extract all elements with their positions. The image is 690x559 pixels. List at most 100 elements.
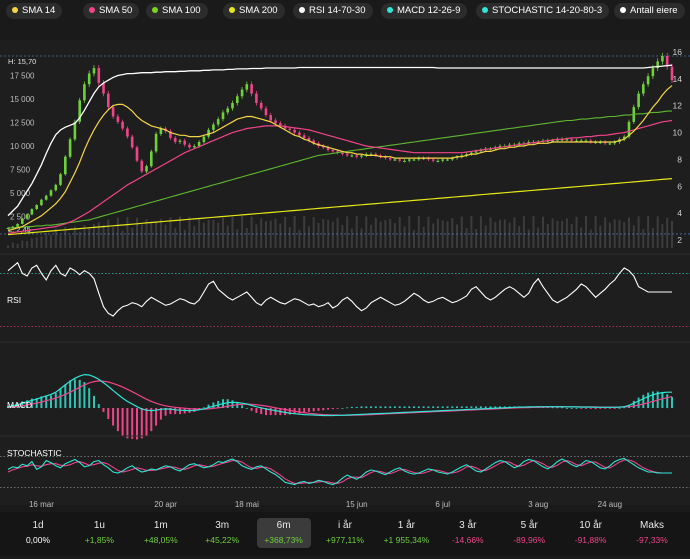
price-candle [446,159,449,161]
price-candle [264,108,268,116]
legend-toggle-sma-100[interactable]: SMA 100 [146,3,208,19]
macd-panel-label: MACD [7,400,32,410]
price-candle [21,218,24,224]
owner-axis-tick: 7 500 [10,166,31,175]
price-candle [551,140,554,142]
owner-volume-bar [479,216,482,248]
macd-histogram-bar [241,405,244,409]
price-candle [479,150,483,152]
owner-volume-bar [179,216,181,248]
price-candle [116,116,120,122]
owner-volume-bar [522,216,525,248]
macd-histogram-bar [288,408,291,415]
owner-volume-bar [284,216,287,248]
macd-histogram-bar [642,394,645,408]
legend-toggle-stochastic-14-20-80-3[interactable]: STOCHASTIC 14-20-80-3 [476,3,610,19]
owner-volume-bar [164,224,167,248]
owner-volume-bar [250,216,253,248]
legend-toggle-sma-200[interactable]: SMA 200 [223,3,285,19]
timeframe-change: 0,00% [25,535,51,545]
timeframe-change: -89,96% [513,535,546,545]
owner-volume-bar [298,229,301,248]
price-candle [627,121,631,137]
timeframe-5år-button[interactable]: 5 år -89,96% [502,518,556,548]
owner-volume-bar [417,216,420,248]
owner-volume-bar [632,225,635,248]
owner-volume-bar [145,219,148,248]
owner-volume-bar [126,217,129,248]
x-axis-date-label: 18 mai [235,500,259,509]
macd-histogram-bar [112,408,115,426]
legend-toggle-macd-12-26-9[interactable]: MACD 12-26-9 [381,3,468,19]
owner-volume-bar [589,229,592,248]
price-candle [374,154,378,156]
macd-histogram-bar [50,395,52,408]
price-candle [584,140,588,142]
timeframe-1m-button[interactable]: 1m +48,05% [134,518,188,548]
price-candle [226,108,229,113]
legend-toggle-sma-50[interactable]: SMA 50 [83,3,140,19]
price-candle [637,93,640,107]
price-candle [331,150,335,152]
timeframe-maks-button[interactable]: Maks -97,33% [625,518,679,548]
macd-histogram-bar [260,408,263,415]
macd-histogram-bar [145,408,148,436]
timeframe-label: 1d [32,520,44,531]
owner-volume-bar [446,221,449,248]
macd-histogram-bar [637,397,640,408]
price-candle [412,159,416,161]
stochastic-panel-label: STOCHASTIC [7,448,62,458]
price-candle [556,139,559,141]
timeframe-6m-button[interactable]: 6m +368,73% [256,518,311,548]
timeframe-1år-button[interactable]: 1 år +1 955,34% [379,518,433,548]
price-candle [97,68,101,83]
owner-volume-bar [121,230,124,248]
owner-volume-bar [245,228,248,248]
macd-histogram-bar [389,406,392,408]
macd-histogram-bar [164,408,167,416]
timeframe-iår-button[interactable]: i år +977,11% [318,518,372,548]
owner-volume-bar [561,220,564,248]
timeframe-3år-button[interactable]: 3 år -14,66% [441,518,495,548]
chart-background [0,40,690,505]
owner-volume-bar [202,222,205,248]
legend-toggle-sma-14[interactable]: SMA 14 [6,3,63,19]
price-candle [408,159,411,161]
timeframe-10år-button[interactable]: 10 år -91,88% [564,518,618,548]
macd-histogram-bar [69,380,72,408]
owner-volume-bar [50,234,52,248]
macd-histogram-bar [88,388,91,408]
timeframe-1d-button[interactable]: 1d 0,00% [11,518,65,548]
macd-histogram-bar [284,408,287,416]
owner-volume-bar [97,222,100,248]
legend-toggle-antall-eiere[interactable]: Antall eiere [614,3,685,19]
price-candle [589,140,593,142]
macd-histogram-bar [26,400,29,408]
timeframe-label: 5 år [520,520,538,531]
price-candle [78,100,81,122]
price-candle [603,142,607,144]
price-candle [470,152,473,154]
macd-histogram-bar [398,406,401,408]
timeframe-1u-button[interactable]: 1u +1,85% [72,518,126,548]
macd-histogram-bar [179,408,181,415]
owner-volume-bar [188,216,191,248]
owner-axis-tick: 15 000 [10,95,35,104]
price-candle [102,82,105,94]
owner-volume-bar [594,216,597,248]
owner-volume-bar [427,216,430,248]
timeframe-3m-button[interactable]: 3m +45,22% [195,518,249,548]
macd-histogram-bar [666,394,669,409]
price-axis-tick: 14 [673,74,683,84]
macd-histogram-bar [585,408,587,409]
owner-volume-bar [666,217,669,248]
timeframe-bar: 1d 0,00% 1u +1,85% 1m +48,05% 3m +45,22% 6m +368,… [0,512,690,556]
macd-histogram-bar [489,406,492,408]
rsi-line [7,261,672,317]
price-candle [169,131,172,138]
legend-label: STOCHASTIC 14-20-80-3 [492,5,603,16]
macd-histogram-bar [479,406,482,408]
owner-volume-bar [441,220,444,248]
macd-histogram-bar [403,406,406,408]
legend-toggle-rsi-14-70-30[interactable]: RSI 14-70-30 [293,3,373,19]
